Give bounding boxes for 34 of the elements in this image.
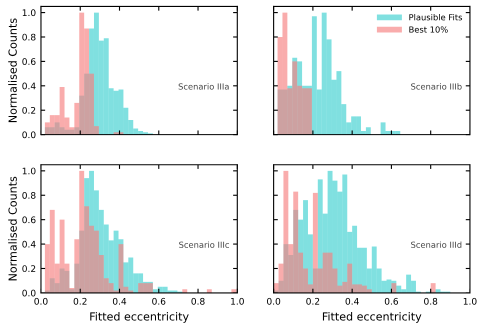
x-tick-label: 0.8 — [191, 298, 205, 305]
x-tick-label: 0.4 — [346, 298, 359, 305]
x-axis-title: Fitted eccentricity — [322, 312, 422, 323]
annotation: Scenario IIIb — [411, 83, 462, 90]
y-tick-label: 0.8 — [22, 192, 36, 199]
y-tick-label: 1.0 — [22, 9, 36, 16]
x-tick-label: 0.6 — [152, 298, 166, 305]
y-tick-label: 0.4 — [22, 82, 36, 90]
x-tick-label: 1.0 — [464, 298, 477, 305]
y-tick-label: 0.8 — [22, 34, 36, 41]
x-tick-label: 0.2 — [74, 298, 87, 305]
y-axis-title: Normalised Counts — [8, 18, 17, 122]
annotation: Scenario IIIa — [178, 83, 229, 90]
y-tick-label: 1.0 — [22, 168, 36, 174]
x-tick-label: 1.0 — [231, 298, 244, 305]
legend-label: Plausible Fits — [409, 14, 462, 20]
y-tick-label: 0.6 — [22, 58, 36, 65]
x-tick-label: 0.4 — [112, 298, 126, 305]
x-tick-label: 0.6 — [384, 298, 398, 305]
y-tick-label: 0.4 — [22, 240, 36, 248]
legend-label: Best 10% — [409, 26, 448, 33]
annotation: Scenario IIId — [411, 241, 462, 248]
y-tick-label: 0.2 — [22, 265, 36, 272]
x-tick-label: 0.0 — [267, 298, 280, 305]
y-tick-label: 0.2 — [22, 106, 36, 114]
y-axis-title: Normalised Counts — [8, 176, 17, 280]
x-tick-label: 0.8 — [424, 298, 438, 305]
annotation: Scenario IIIc — [179, 241, 229, 248]
y-tick-label: 0.0 — [22, 290, 36, 296]
y-tick-label: 0.6 — [22, 216, 36, 224]
x-tick-label: 0.2 — [306, 298, 320, 305]
x-axis-title: Fitted eccentricity — [90, 312, 189, 323]
x-tick-label: 0.0 — [34, 298, 48, 305]
y-tick-label: 0.0 — [22, 131, 36, 138]
